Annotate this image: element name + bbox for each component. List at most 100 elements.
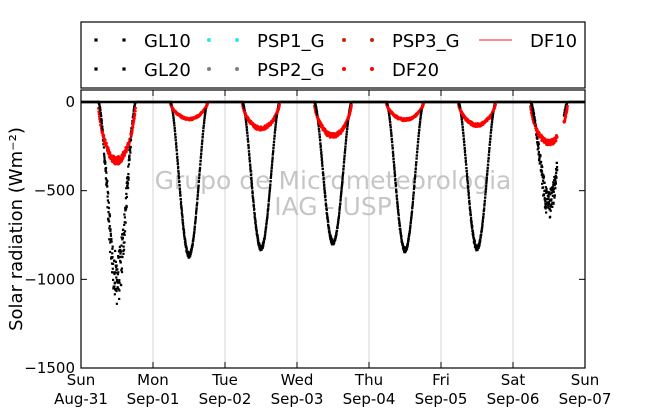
data-point-gl20 [417,137,420,141]
data-point-gl20 [345,135,348,138]
data-point-gl20 [412,197,415,200]
legend-swatch [207,67,211,71]
x-tick-label-day: Sun [67,371,96,389]
x-tick-label-day: Sat [501,371,526,389]
data-point-gl10 [540,182,544,185]
data-point-gl20 [273,137,276,140]
data-point-gl20 [194,212,198,215]
data-point-gl20 [323,189,326,192]
data-point-gl20 [269,175,273,179]
data-point-gl20 [197,184,200,187]
data-point-gl10 [106,185,109,188]
data-point-gl20 [109,241,112,244]
data-point-gl20 [540,170,544,173]
data-point-gl10 [253,215,256,218]
data-point-gl20 [335,232,338,235]
y-axis-label: Solar radiation (Wm⁻²) [6,127,27,331]
data-point-gl20 [203,114,207,117]
data-point-gl10 [107,217,110,220]
data-point-gl20 [115,289,118,293]
x-tick-label-date: Sep-07 [559,390,612,408]
data-point-gl20 [544,205,548,208]
data-point-gl10 [546,190,549,194]
data-point-gl20 [466,175,469,179]
data-point-gl20 [121,238,124,241]
data-point-gl20 [390,131,393,134]
data-point-gl10 [535,133,538,137]
data-point-gl20 [173,126,176,130]
legend-swatch [94,67,98,71]
data-point-gl20 [266,214,269,217]
data-point-gl20 [200,145,203,148]
data-point-gl20 [475,244,478,248]
data-point-gl20 [180,204,183,208]
data-point-gl10 [481,224,484,227]
data-point-gl20 [172,116,175,119]
data-point-gl20 [110,237,113,241]
data-point-gl20 [248,152,251,156]
data-point-gl20 [556,168,559,171]
data-point-gl20 [173,121,176,124]
data-point-gl20 [118,289,121,292]
x-tick-label-day: Fri [432,371,450,389]
data-point-gl20 [195,204,199,207]
data-point-gl20 [253,217,257,220]
data-point-gl20 [111,255,114,259]
data-point-gl20 [544,202,547,205]
data-point-gl20 [245,123,248,126]
data-point-gl20 [554,167,558,171]
data-point-gl20 [339,194,343,198]
data-point-gl20 [490,123,493,126]
data-point-gl20 [125,205,128,209]
data-point-gl20 [196,197,199,201]
data-point-gl20 [103,154,106,157]
data-point-gl20 [270,169,273,172]
data-point-gl20 [533,118,536,121]
data-point-gl10 [478,243,481,246]
data-point-gl10 [551,202,554,205]
data-point-gl20 [249,166,252,169]
data-point-gl10 [126,182,130,185]
data-point-gl20 [328,231,331,234]
data-point-gl10 [262,244,265,247]
data-point-gl20 [314,103,317,106]
data-point-gl20 [340,189,343,192]
data-point-gl20 [484,187,488,190]
legend-swatch [207,38,211,42]
data-point-gl10 [100,115,103,118]
data-point-gl20 [252,198,255,202]
data-point-gl20 [319,142,322,145]
data-point-gl20 [391,140,394,143]
data-point-gl10 [249,167,252,171]
data-point-gl10 [471,227,474,230]
data-point-gl20 [175,145,178,148]
data-point-gl20 [315,111,319,114]
data-point-gl20 [256,237,260,240]
data-point-gl20 [127,176,130,179]
data-point-gl10 [396,201,399,205]
data-point-gl20 [183,231,186,234]
data-point-gl20 [182,229,186,232]
data-point-gl20 [491,118,494,121]
data-point-df20 [132,116,136,120]
data-point-gl20 [172,114,175,117]
data-point-gl20 [395,190,398,194]
data-point-gl10 [262,240,265,244]
data-point-df20 [537,131,541,135]
data-point-gl20 [266,210,269,213]
data-point-gl10 [408,229,411,232]
data-point-gl20 [264,231,267,234]
data-point-gl10 [541,172,544,175]
y-tick-label: −1500 [24,359,75,377]
data-point-gl10 [547,195,550,198]
data-point-gl10 [196,195,199,198]
data-point-gl20 [174,139,177,142]
data-point-gl20 [99,106,102,110]
data-point-gl20 [178,184,181,187]
data-point-gl10 [320,158,323,162]
data-point-gl10 [117,255,120,258]
data-point-gl10 [479,236,482,239]
data-point-gl20 [181,213,184,216]
data-point-gl10 [123,223,126,227]
data-point-gl20 [111,267,114,270]
